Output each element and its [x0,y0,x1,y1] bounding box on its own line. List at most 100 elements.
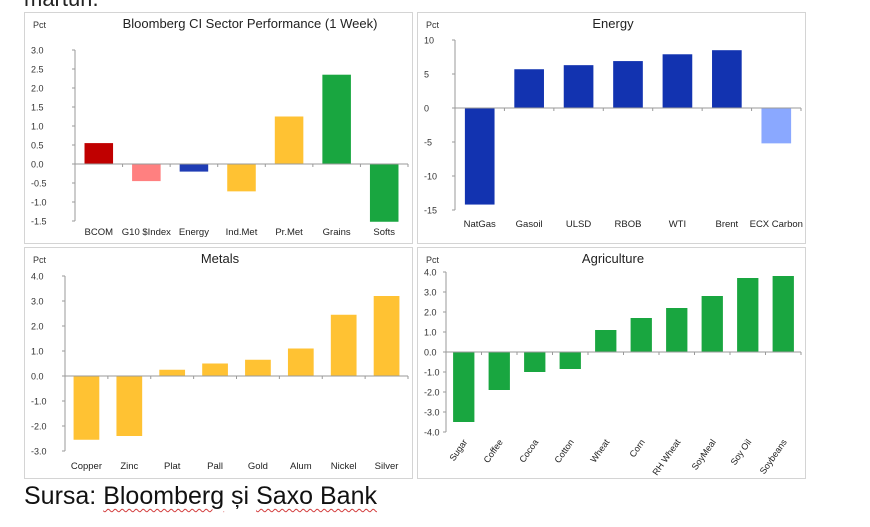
y-tick-label: -0.5 [31,179,47,189]
source-caption: Sursa: Bloomberg și Saxo Bank [24,482,377,511]
bar-soymeal [701,296,723,352]
category-label-pr-met: Pr.Met [275,227,303,238]
y-tick-label: -3.0 [424,408,440,418]
category-label-soymeal: SoyMeal [690,437,718,471]
bar-corn [630,318,652,352]
source-prefix: Sursa: [24,482,104,510]
bar-wti [662,54,693,108]
category-label-grains: Grains [323,227,351,238]
bar-grains [322,74,351,164]
bar-zinc [116,376,143,436]
bar-bcom [84,143,114,164]
source-conjunction: și [224,482,257,510]
y-tick-label: -10 [424,172,437,182]
y-tick-label: 2.0 [31,84,44,94]
category-label-silver: Silver [375,461,399,472]
category-label-natgas: NatGas [464,219,496,230]
chart-title: Energy [592,16,634,31]
source-name-bloomberg: Bloomberg [103,482,225,510]
top-text-fragment: marturi. [24,0,99,12]
category-label-ecx-carbon: ECX Carbon [750,219,803,230]
bar-rbob [613,61,643,108]
chart-svg-sector-performance: Bloomberg CI Sector Performance (1 Week)… [31,16,409,238]
category-label-brent: Brent [715,219,738,230]
chart-title: Bloomberg CI Sector Performance (1 Week) [123,16,378,31]
bar-energy [179,164,209,172]
category-label-ulsd: ULSD [566,219,591,230]
bar-gasoil [514,69,544,108]
y-tick-label: -1.5 [31,217,47,227]
y-tick-label: 2.0 [31,322,44,332]
bar-soy-oil [737,278,759,352]
y-axis-unit-label: Pct [426,255,440,265]
bar-plat [159,369,186,376]
category-label-bcom: BCOM [85,227,114,238]
category-label-zinc: Zinc [120,461,138,472]
bar-ecx-carbon [761,108,792,144]
bar-copper [73,376,100,440]
y-tick-label: 10 [424,36,434,46]
category-label-energy: Energy [179,227,209,238]
y-tick-label: 3.0 [31,46,44,56]
category-label-copper: Copper [71,461,102,472]
y-tick-label: -2.0 [424,388,440,398]
category-label-nickel: Nickel [331,461,357,472]
y-tick-label: 2.0 [424,308,437,318]
category-label-alum: Alum [290,461,312,472]
bar-brent [712,50,742,108]
y-tick-label: 0 [424,104,429,114]
chart-panel-metals: Metals Pct 4.0 3.0 2.0 1.0 0.0 -1.0 -2.0 -3.0 Copp… [24,247,413,479]
category-label-cotton: Cotton [552,437,575,464]
y-tick-label: -4.0 [424,428,440,438]
chart-svg-metals: Metals Pct 4.0 3.0 2.0 1.0 0.0 -1.0 -2.0 -3.0 Copp… [31,251,409,472]
category-label-coffee: Coffee [482,437,505,464]
category-label-rbob: RBOB [615,219,642,230]
category-label-corn: Corn [628,437,647,459]
category-label-gold: Gold [248,461,268,472]
category-label-cocoa: Cocoa [517,437,540,464]
bar-silver [373,296,400,376]
category-label-sugar: Sugar [447,437,469,462]
bar-ind-met [227,164,256,192]
chart-svg-energy: Energy Pct 10 5 0 -5 -10 -15 NatGas Gasoil ULSD RBO… [424,16,803,230]
bar-gold [245,359,271,376]
y-tick-label: 0.0 [31,160,44,170]
y-axis-unit-label: Pct [33,255,47,265]
chart-panel-energy: Energy Pct 10 5 0 -5 -10 -15 NatGas Gasoil ULSD RBO… [417,12,806,244]
category-label-wheat: Wheat [588,437,611,464]
chart-title: Metals [201,251,240,266]
bar-nickel [330,314,357,376]
y-tick-label: 1.5 [31,103,44,113]
y-tick-label: -15 [424,206,437,216]
y-tick-label: -1.0 [31,198,47,208]
category-label-g10-index: G10 $Index [122,227,171,238]
bar-g10-index [132,164,161,182]
chart-svg-agriculture: Agriculture Pct 4.0 3.0 2.0 1.0 0.0 -1.0 -2.0 -3.… [424,251,802,477]
y-tick-label: -2.0 [31,422,47,432]
category-label-gasoil: Gasoil [516,219,543,230]
y-tick-label: -5 [424,138,432,148]
bar-pr-met [274,116,304,164]
chart-title: Agriculture [582,251,644,266]
bar-cocoa [524,352,546,372]
y-tick-label: 0.5 [31,141,44,151]
y-tick-label: 2.5 [31,65,44,75]
y-axis-unit-label: Pct [426,20,440,30]
y-tick-label: 3.0 [424,288,437,298]
category-label-rh-wheat: RH Wheat [650,437,682,477]
y-tick-label: 0.0 [31,372,44,382]
y-tick-label: -1.0 [31,397,47,407]
chart-panel-agriculture: Agriculture Pct 4.0 3.0 2.0 1.0 0.0 -1.0 -2.0 -3.… [417,247,806,479]
y-tick-label: 1.0 [31,347,44,357]
y-tick-label: -3.0 [31,447,47,457]
bar-rh-wheat [666,308,688,352]
bar-cotton [559,352,581,369]
category-label-wti: WTI [669,219,686,230]
bar-wheat [595,330,617,352]
y-tick-label: 1.0 [31,122,44,132]
y-tick-label: 0.0 [424,348,437,358]
bar-coffee [488,352,510,390]
category-label-soybeans: Soybeans [758,437,789,476]
y-tick-label: 1.0 [424,328,437,338]
category-label-softs: Softs [373,227,395,238]
